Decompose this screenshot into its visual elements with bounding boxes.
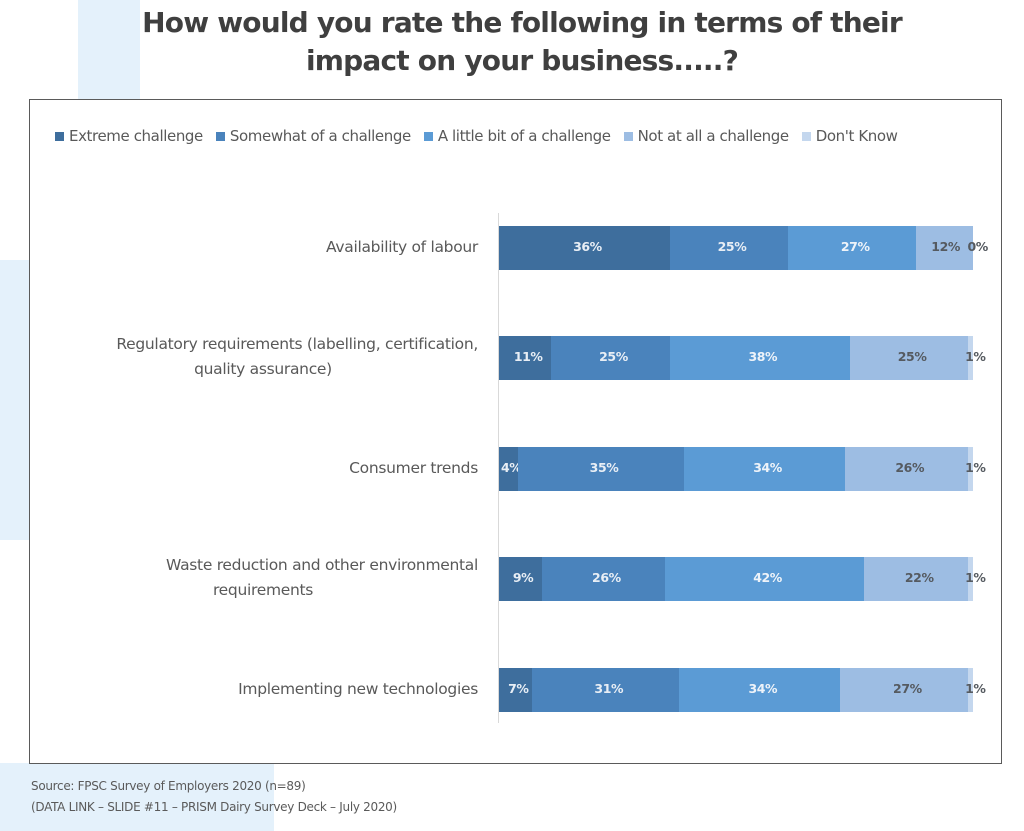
- data-label: 34%: [753, 460, 782, 475]
- data-label: 1%: [965, 681, 986, 696]
- legend-swatch: [55, 131, 64, 141]
- data-label: 27%: [893, 681, 922, 696]
- bar-segment: [499, 336, 552, 380]
- category-label-line: Waste reduction and other environmental: [166, 556, 478, 574]
- background-block: [0, 763, 274, 831]
- legend-label: Somewhat of a challenge: [229, 127, 411, 145]
- bar-segment: [968, 557, 973, 601]
- data-label: 11%: [513, 349, 543, 364]
- data-label: 4%: [500, 460, 522, 475]
- bar-segment: [532, 668, 680, 712]
- category-label-line: requirements: [212, 581, 314, 599]
- legend-item: Don't Know: [801, 127, 898, 145]
- bar-segment: [683, 447, 846, 491]
- bar-segment: [968, 336, 973, 380]
- bar-segment: [968, 668, 973, 712]
- legend-label: Not at all a challenge: [637, 127, 790, 145]
- legend-item: Somewhat of a challenge: [215, 127, 411, 145]
- category-label: Consumer trends: [38, 456, 478, 481]
- bar-segment: [499, 557, 542, 601]
- bar-row: 4% 35% 34% 26% 1%: [499, 447, 986, 491]
- data-link-note: (DATA LINK – SLIDE #11 – PRISM Dairy Sur…: [31, 800, 397, 814]
- chart-container: Extreme challenge Somewhat of a challenge…: [29, 99, 1002, 764]
- bar-segment: [517, 447, 684, 491]
- bar-segment: [499, 668, 533, 712]
- category-label: Regulatory requirements (labelling, cert…: [38, 332, 478, 382]
- category-label-line: quality assurance): [194, 360, 332, 378]
- data-label: 42%: [753, 570, 782, 585]
- category-label: Implementing new technologies: [38, 677, 478, 702]
- bar-row: 9% 26% 42% 22% 1%: [499, 557, 986, 601]
- legend-swatch: [623, 131, 633, 141]
- data-label: 22%: [904, 570, 934, 585]
- data-label: 26%: [592, 570, 621, 585]
- category-label: Waste reduction and other environmental r…: [38, 553, 478, 603]
- bar-row: 36% 25% 27% 12% 0%: [499, 226, 988, 270]
- bar-segment: [541, 557, 665, 601]
- data-label: 36%: [573, 239, 602, 254]
- data-label: 1%: [965, 349, 986, 364]
- data-label: 7%: [508, 681, 529, 696]
- legend-item: Extreme challenge: [55, 127, 203, 145]
- bar-segment: [845, 447, 969, 491]
- data-label: 1%: [965, 460, 986, 475]
- data-label: 25%: [897, 349, 927, 364]
- background-shape: [0, 260, 30, 540]
- data-label: 27%: [840, 239, 870, 254]
- legend-swatch: [215, 131, 225, 141]
- bar-segment: [916, 226, 973, 270]
- category-label-line: Availability of labour: [325, 237, 478, 256]
- title-line-2: impact on your business.....?: [305, 44, 739, 77]
- legend-swatch: [801, 131, 811, 141]
- category-label-line: Regulatory requirements (labelling, cert…: [116, 335, 478, 353]
- data-label: 26%: [895, 460, 925, 475]
- bar-segment: [551, 336, 670, 380]
- legend-swatch: [423, 131, 433, 141]
- bar-segment: [968, 447, 973, 491]
- data-label: 0%: [967, 239, 989, 254]
- bar-segment: [849, 336, 969, 380]
- bar-segment: [499, 447, 518, 491]
- title-line-1: How would you rate the following in term…: [142, 6, 903, 39]
- bar-row: 11% 25% 38% 25% 1%: [499, 336, 986, 380]
- bar-segment: [669, 336, 850, 380]
- bar-segment: [788, 226, 917, 270]
- data-label: 1%: [965, 570, 986, 585]
- bar-segment: [669, 226, 789, 270]
- category-axis-line: [498, 213, 499, 723]
- page-title: How would you rate the following in term…: [0, 4, 1024, 80]
- legend-item: Not at all a challenge: [623, 127, 790, 145]
- bar-segment: [863, 557, 969, 601]
- source-citation: Source: FPSC Survey of Employers 2020 (n…: [31, 779, 306, 793]
- legend-item: A little bit of a challenge: [423, 127, 611, 145]
- data-label: 31%: [594, 681, 624, 696]
- data-label: 25%: [717, 239, 747, 254]
- bar-segment: [840, 668, 969, 712]
- data-label: 25%: [599, 349, 628, 364]
- bar-segment: [679, 668, 841, 712]
- data-label: 35%: [589, 460, 619, 475]
- data-label: 9%: [512, 570, 534, 585]
- bar-segment: [664, 557, 864, 601]
- bar-segment: [499, 226, 670, 270]
- category-label-line: Consumer trends: [349, 458, 478, 477]
- chart-legend: Extreme challenge Somewhat of a challenge…: [55, 127, 995, 145]
- category-label: Availability of labour: [38, 235, 478, 260]
- legend-label: Extreme challenge: [69, 127, 203, 145]
- data-label: 34%: [748, 681, 778, 696]
- data-label: 38%: [748, 349, 778, 364]
- legend-label: A little bit of a challenge: [437, 127, 611, 145]
- data-label: 12%: [931, 239, 961, 254]
- bar-row: 7% 31% 34% 27% 1%: [499, 668, 986, 712]
- category-label-line: Implementing new technologies: [238, 679, 478, 698]
- legend-label: Don't Know: [815, 127, 898, 145]
